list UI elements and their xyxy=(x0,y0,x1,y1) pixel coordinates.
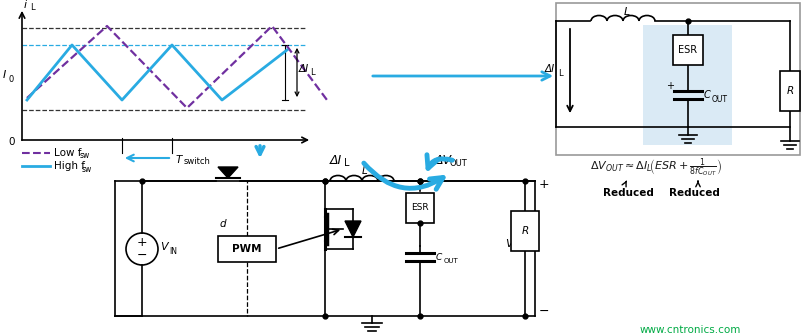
Text: www.cntronics.com: www.cntronics.com xyxy=(640,325,741,335)
Text: i: i xyxy=(24,0,27,10)
Text: ΔI: ΔI xyxy=(299,65,309,75)
Text: R: R xyxy=(521,226,529,236)
Text: PWM: PWM xyxy=(233,244,261,254)
Text: L: L xyxy=(310,68,314,77)
Text: +: + xyxy=(539,178,549,192)
Text: L: L xyxy=(363,166,368,176)
Text: ESR: ESR xyxy=(678,45,698,55)
Text: T: T xyxy=(176,155,182,165)
Text: −: − xyxy=(539,304,549,318)
Text: L: L xyxy=(30,3,34,12)
Text: sw: sw xyxy=(82,165,92,173)
Text: Low f: Low f xyxy=(54,148,82,158)
Bar xyxy=(643,25,732,145)
Bar xyxy=(511,211,539,251)
Text: C: C xyxy=(704,90,711,100)
Text: O: O xyxy=(514,244,520,252)
Text: High f: High f xyxy=(54,161,85,171)
Text: ΔI: ΔI xyxy=(330,154,342,167)
Text: d: d xyxy=(220,219,226,229)
Text: sw: sw xyxy=(80,152,91,161)
Bar xyxy=(218,236,276,262)
Text: ΔI: ΔI xyxy=(545,64,555,74)
Text: C: C xyxy=(436,252,442,261)
Text: switch: switch xyxy=(184,158,211,167)
Bar xyxy=(406,193,434,223)
Text: L: L xyxy=(344,158,350,168)
Text: Reduced: Reduced xyxy=(669,188,719,198)
Text: −: − xyxy=(137,249,148,261)
Text: ΔV: ΔV xyxy=(435,154,452,167)
Text: Reduced: Reduced xyxy=(602,188,654,198)
Text: V: V xyxy=(505,239,512,249)
Text: OUT: OUT xyxy=(444,258,459,264)
Text: IN: IN xyxy=(169,247,177,255)
Text: R: R xyxy=(787,86,794,96)
Text: L: L xyxy=(558,69,563,78)
Text: ESR: ESR xyxy=(411,204,429,212)
Text: $\Delta V_{OUT} \approx \Delta I_L\!\left(ESR + \frac{1}{8fC_{OUT}}\right)$: $\Delta V_{OUT} \approx \Delta I_L\!\lef… xyxy=(590,157,722,179)
Text: +: + xyxy=(136,237,148,250)
Text: OUT: OUT xyxy=(450,159,468,168)
Text: V: V xyxy=(160,242,168,252)
Text: I: I xyxy=(2,70,6,80)
Text: L: L xyxy=(624,7,630,17)
Text: 0: 0 xyxy=(9,137,15,147)
Text: +: + xyxy=(666,81,674,91)
Text: 0: 0 xyxy=(8,75,14,84)
Polygon shape xyxy=(345,221,361,237)
Bar xyxy=(673,35,703,65)
Polygon shape xyxy=(218,167,238,178)
Bar xyxy=(780,71,800,111)
Bar xyxy=(556,3,800,155)
Text: OUT: OUT xyxy=(712,94,728,103)
